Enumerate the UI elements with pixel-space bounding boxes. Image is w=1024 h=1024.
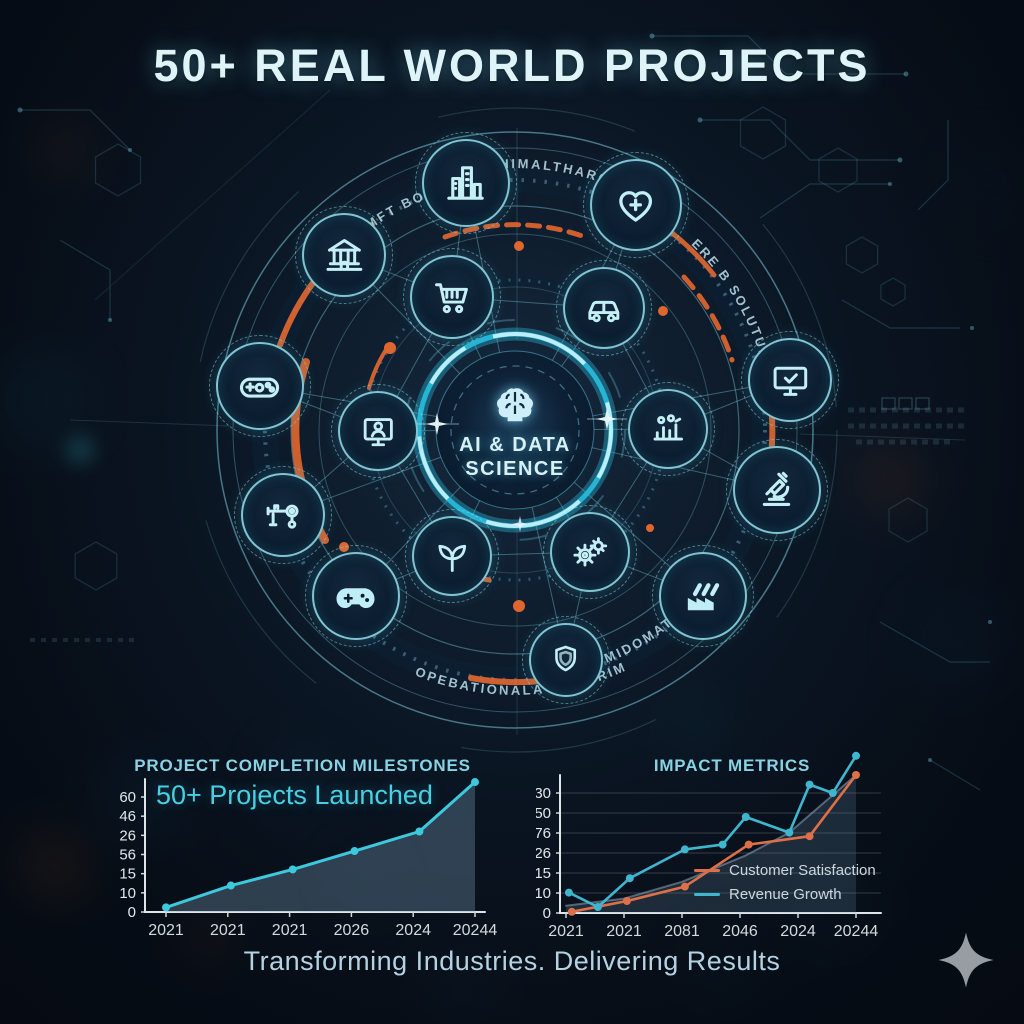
svg-text:2021: 2021 — [548, 923, 584, 940]
microscope-icon — [763, 472, 791, 507]
node-media — [331, 384, 425, 478]
svg-text:60: 60 — [119, 789, 136, 806]
node-research — [726, 439, 828, 541]
factory-icon — [688, 583, 720, 611]
legend-customer-satisfaction: Customer Satisfaction — [694, 858, 876, 882]
node-manufacturing — [652, 545, 754, 647]
milestones-chart: PROJECT COMPLETION MILESTONES 60 46 26 56 15… — [100, 748, 505, 953]
svg-text:2024: 2024 — [395, 922, 431, 939]
node-gaming-outline — [209, 335, 311, 437]
sparkle-icon — [938, 932, 994, 988]
svg-text:0: 0 — [128, 904, 136, 921]
svg-text:2021: 2021 — [272, 922, 308, 939]
node-analytics — [621, 382, 715, 476]
chart-legend: Customer Satisfaction Revenue Growth — [694, 858, 876, 906]
node-automotive — [556, 260, 652, 356]
svg-text:2021: 2021 — [148, 922, 184, 939]
svg-text:20244: 20244 — [834, 923, 879, 940]
legend-dash-teal — [694, 892, 720, 896]
svg-text:76: 76 — [536, 825, 551, 842]
svg-text:15: 15 — [119, 866, 136, 883]
svg-text:2026: 2026 — [334, 922, 370, 939]
svg-text:26: 26 — [119, 827, 136, 844]
circuit-dots-decoration — [17, 33, 992, 762]
poster-title: 50+ REAL WORLD PROJECTS — [153, 40, 871, 91]
node-agriculture — [405, 509, 499, 603]
shopping-cart-icon — [434, 282, 468, 313]
hub-label-line1: AI & DATA — [459, 434, 571, 456]
analytics-people-icon — [653, 413, 683, 441]
gears-icon — [573, 536, 607, 567]
svg-text:20244: 20244 — [453, 922, 498, 939]
node-gaming-solid — [305, 545, 407, 647]
node-robotics — [234, 466, 332, 564]
svg-text:2024: 2024 — [780, 923, 816, 940]
legend-dash-orange — [694, 868, 720, 872]
gamepad-solid-icon — [336, 588, 376, 609]
node-operations — [543, 505, 637, 599]
circuit-lines-decoration — [20, 35, 990, 791]
legend-label-revenue-growth: Revenue Growth — [729, 885, 842, 903]
car-icon — [588, 301, 620, 323]
projects-launched-annotation: 50+ Projects Launched — [156, 780, 433, 810]
svg-text:2046: 2046 — [722, 923, 758, 940]
svg-text:50: 50 — [536, 805, 551, 822]
svg-text:56: 56 — [119, 847, 136, 864]
node-software — [741, 331, 839, 429]
game-controller-outline-icon — [240, 378, 280, 399]
legend-label-customer-satisfaction: Customer Satisfaction — [729, 861, 876, 879]
hub-label-line2: SCIENCE — [465, 458, 565, 480]
data-dashes-decoration — [30, 407, 966, 642]
monitor-check-icon — [773, 366, 807, 396]
legend-revenue-growth: Revenue Growth — [694, 882, 876, 906]
milestones-chart-title: PROJECT COMPLETION MILESTONES — [134, 756, 471, 775]
hub-ai-data-science: AI & DATA SCIENCE — [435, 352, 595, 510]
small-squares-decoration — [881, 397, 930, 410]
svg-text:30: 30 — [536, 785, 551, 802]
brain-icon — [497, 388, 533, 422]
poster-tagline: Transforming Industries. Delivering Resu… — [243, 946, 781, 976]
impact-metrics-chart: IMPACT METRICS 30 50 76 26 15 10 0 2021 2021 2081… — [536, 748, 928, 953]
svg-text:26: 26 — [536, 845, 551, 862]
milestones-chart-plot: 60 46 26 56 15 10 0 2021 2021 2021 2026 2024 20244 — [119, 778, 498, 939]
city-buildings-icon — [447, 166, 485, 201]
heart-plus-icon — [619, 191, 653, 223]
svg-text:46: 46 — [119, 808, 136, 825]
node-healthcare — [583, 152, 689, 258]
shield-icon — [555, 646, 577, 672]
impact-metrics-chart-title: IMPACT METRICS — [653, 756, 811, 775]
svg-text:0: 0 — [543, 905, 551, 922]
svg-text:15: 15 — [536, 865, 551, 882]
node-security — [522, 616, 610, 704]
node-ecommerce — [403, 248, 501, 346]
svg-text:2021: 2021 — [606, 923, 642, 940]
webcam-person-icon — [363, 417, 393, 446]
svg-text:10: 10 — [119, 885, 136, 902]
svg-text:2081: 2081 — [664, 923, 700, 940]
svg-text:2021: 2021 — [210, 922, 246, 939]
hexagon-decoration — [74, 106, 928, 591]
node-city-buildings — [415, 132, 517, 234]
robot-arm-icon — [266, 503, 299, 529]
svg-text:10: 10 — [536, 885, 551, 902]
node-banking — [295, 206, 393, 304]
bank-icon — [326, 238, 362, 271]
plant-leaf-icon — [438, 544, 466, 572]
